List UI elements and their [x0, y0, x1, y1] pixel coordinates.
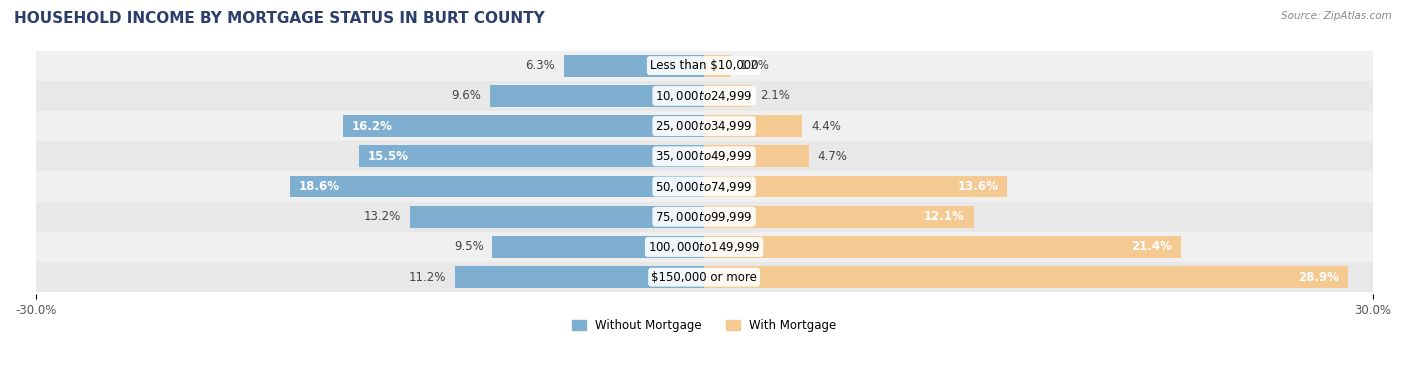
Bar: [343, 115, 704, 137]
Text: $10,000 to $24,999: $10,000 to $24,999: [655, 89, 752, 103]
Text: $35,000 to $49,999: $35,000 to $49,999: [655, 149, 752, 163]
Text: 4.7%: 4.7%: [818, 150, 848, 163]
Bar: [491, 85, 704, 107]
Text: 13.2%: 13.2%: [364, 210, 401, 223]
Bar: [704, 236, 1181, 258]
Text: 6.3%: 6.3%: [524, 59, 555, 72]
Text: 13.6%: 13.6%: [957, 180, 998, 193]
Text: 28.9%: 28.9%: [1298, 271, 1339, 284]
Legend: Without Mortgage, With Mortgage: Without Mortgage, With Mortgage: [572, 319, 837, 332]
Text: 9.5%: 9.5%: [454, 240, 484, 254]
Text: $100,000 to $149,999: $100,000 to $149,999: [648, 240, 761, 254]
Bar: [564, 55, 704, 76]
Bar: [35, 51, 1372, 81]
Bar: [35, 81, 1372, 111]
Text: HOUSEHOLD INCOME BY MORTGAGE STATUS IN BURT COUNTY: HOUSEHOLD INCOME BY MORTGAGE STATUS IN B…: [14, 11, 544, 26]
Text: 11.2%: 11.2%: [408, 271, 446, 284]
Text: 9.6%: 9.6%: [451, 89, 481, 102]
Bar: [704, 115, 803, 137]
Bar: [704, 146, 808, 167]
Bar: [704, 55, 731, 76]
Text: Source: ZipAtlas.com: Source: ZipAtlas.com: [1281, 11, 1392, 21]
Bar: [290, 176, 704, 197]
Bar: [35, 232, 1372, 262]
Bar: [35, 141, 1372, 172]
Bar: [704, 206, 974, 228]
Text: $25,000 to $34,999: $25,000 to $34,999: [655, 119, 752, 133]
Text: 18.6%: 18.6%: [298, 180, 340, 193]
Text: 15.5%: 15.5%: [367, 150, 409, 163]
Bar: [35, 201, 1372, 232]
Text: $75,000 to $99,999: $75,000 to $99,999: [655, 210, 752, 224]
Bar: [704, 266, 1348, 288]
Text: 4.4%: 4.4%: [811, 119, 841, 133]
Bar: [35, 111, 1372, 141]
Text: 12.1%: 12.1%: [924, 210, 965, 223]
Bar: [35, 262, 1372, 292]
Bar: [35, 172, 1372, 201]
Text: 1.2%: 1.2%: [740, 59, 769, 72]
Bar: [704, 85, 751, 107]
Text: $50,000 to $74,999: $50,000 to $74,999: [655, 180, 752, 194]
Bar: [492, 236, 704, 258]
Bar: [359, 146, 704, 167]
Bar: [704, 176, 1007, 197]
Text: 16.2%: 16.2%: [352, 119, 392, 133]
Text: 2.1%: 2.1%: [759, 89, 790, 102]
Text: $150,000 or more: $150,000 or more: [651, 271, 756, 284]
Bar: [454, 266, 704, 288]
Bar: [411, 206, 704, 228]
Text: 21.4%: 21.4%: [1130, 240, 1173, 254]
Text: Less than $10,000: Less than $10,000: [650, 59, 758, 72]
